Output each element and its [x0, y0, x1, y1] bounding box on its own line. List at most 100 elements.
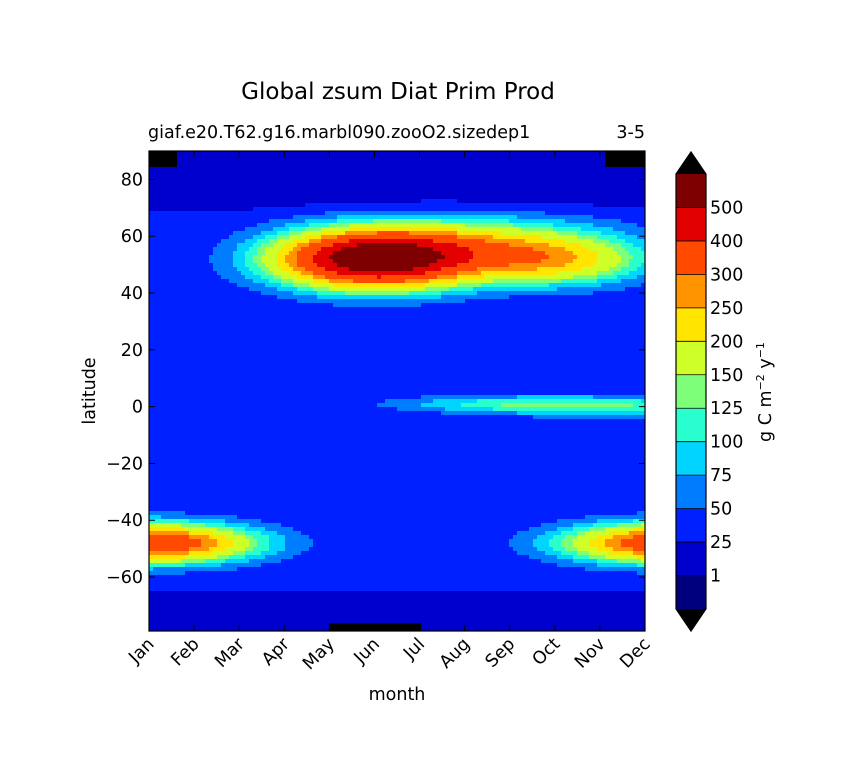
contour-cell	[245, 243, 250, 248]
contour-cell	[565, 175, 570, 180]
contour-cell	[325, 299, 330, 304]
contour-cell	[221, 303, 226, 308]
contour-cell	[349, 267, 354, 272]
contour-cell	[549, 163, 554, 168]
contour-cell	[609, 291, 614, 296]
contour-cell	[365, 279, 370, 284]
contour-cell	[613, 183, 618, 188]
contour-cell	[309, 175, 314, 180]
contour-cell	[357, 307, 362, 312]
contour-cell	[301, 303, 306, 308]
contour-cell	[641, 287, 646, 292]
contour-cell	[453, 259, 458, 264]
contour-cell	[485, 195, 490, 200]
contour-cell	[469, 227, 474, 232]
contour-cell	[309, 191, 314, 196]
contour-cell	[433, 203, 438, 208]
contour-cell	[361, 259, 366, 264]
contour-cell	[549, 231, 554, 236]
contour-cell	[313, 267, 318, 272]
contour-cell	[617, 179, 622, 184]
contour-cell	[181, 203, 186, 208]
contour-cell	[549, 307, 554, 312]
contour-cell	[385, 211, 390, 216]
contour-cell	[241, 251, 246, 256]
contour-cell	[353, 187, 358, 192]
contour-cell	[553, 155, 558, 160]
contour-cell	[485, 171, 490, 176]
contour-cell	[505, 183, 510, 188]
contour-cell	[285, 271, 290, 276]
contour-cell	[525, 203, 530, 208]
contour-cell	[401, 283, 406, 288]
contour-cell	[473, 187, 478, 192]
contour-cell	[505, 303, 510, 308]
contour-cell	[357, 227, 362, 232]
contour-cell	[525, 283, 530, 288]
contour-cell	[561, 243, 566, 248]
contour-cell	[333, 279, 338, 284]
contour-cell	[149, 191, 154, 196]
contour-cell	[277, 163, 282, 168]
contour-cell	[289, 303, 294, 308]
contour-cell	[373, 287, 378, 292]
contour-cell	[221, 299, 226, 304]
contour-cell	[321, 243, 326, 248]
contour-cell	[221, 267, 226, 272]
contour-cell	[445, 259, 450, 264]
contour-cell	[617, 267, 622, 272]
contour-cell	[497, 219, 502, 224]
contour-cell	[297, 287, 302, 292]
contour-cell	[513, 207, 518, 212]
contour-cell	[341, 263, 346, 268]
contour-cell	[425, 207, 430, 212]
contour-cell	[637, 211, 642, 216]
contour-cell	[321, 263, 326, 268]
contour-cell	[189, 243, 194, 248]
contour-cell	[465, 227, 470, 232]
contour-cell	[385, 151, 390, 156]
contour-cell	[181, 227, 186, 232]
contour-cell	[569, 195, 574, 200]
contour-cell	[433, 199, 438, 204]
contour-cell	[377, 219, 382, 224]
contour-cell	[573, 199, 578, 204]
contour-cell	[361, 187, 366, 192]
contour-cell	[421, 239, 426, 244]
contour-cell	[469, 259, 474, 264]
contour-cell	[169, 223, 174, 228]
contour-cell	[385, 303, 390, 308]
contour-cell	[417, 307, 422, 312]
contour-cell	[205, 163, 210, 168]
contour-cell	[349, 167, 354, 172]
contour-cell	[301, 239, 306, 244]
contour-cell	[185, 211, 190, 216]
contour-cell	[573, 231, 578, 236]
contour-cell	[445, 295, 450, 300]
contour-cell	[297, 299, 302, 304]
contour-cell	[153, 311, 158, 316]
contour-cell	[241, 283, 246, 288]
contour-cell	[285, 223, 290, 228]
contour-cell	[437, 179, 442, 184]
contour-cell	[149, 171, 154, 176]
contour-cell	[361, 255, 366, 260]
contour-cell	[181, 163, 186, 168]
contour-cell	[265, 275, 270, 280]
contour-cell	[613, 215, 618, 220]
contour-cell	[341, 163, 346, 168]
contour-cell	[473, 155, 478, 160]
contour-cell	[641, 275, 646, 280]
contour-cell	[541, 207, 546, 212]
contour-cell	[389, 271, 394, 276]
contour-cell	[425, 247, 430, 252]
contour-cell	[405, 295, 410, 300]
contour-cell	[421, 291, 426, 296]
contour-cell	[489, 235, 494, 240]
contour-cell	[181, 259, 186, 264]
contour-cell	[305, 259, 310, 264]
contour-cell	[521, 155, 526, 160]
contour-cell	[601, 187, 606, 192]
contour-cell	[549, 151, 554, 156]
contour-cell	[177, 151, 182, 156]
